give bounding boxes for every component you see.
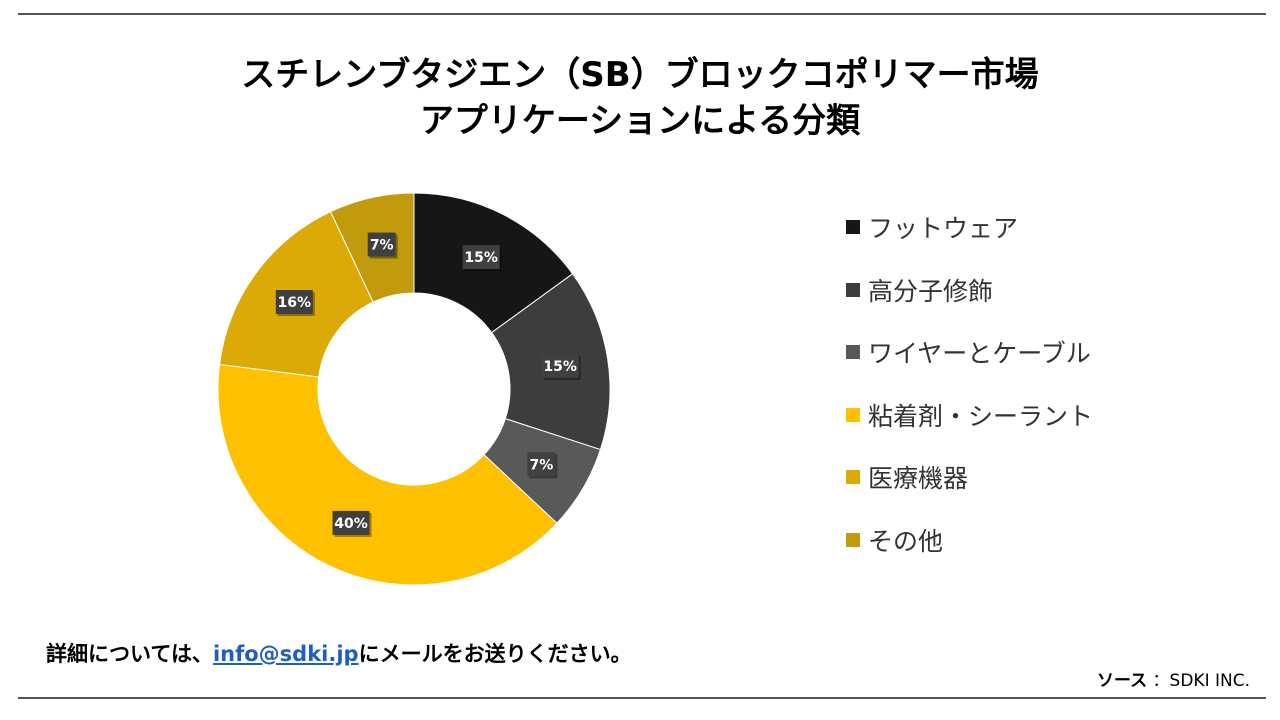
top-rule — [18, 13, 1266, 15]
contact-email-link[interactable]: info@sdki.jp — [212, 642, 359, 666]
title-line-1: スチレンブタジエン（SB）ブロックコポリマー市場 — [241, 55, 1039, 95]
contact-line: 詳細については、info@sdki.jpにメールをお送りください。 — [46, 638, 632, 668]
legend-label-5: 医療機器 — [868, 464, 969, 493]
title-line-2: アプリケーションによる分類 — [419, 101, 861, 141]
data-label-2: 15% — [541, 353, 581, 380]
contact-prefix: 詳細については、 — [46, 642, 213, 666]
data-label-text-2: 15% — [543, 359, 577, 375]
data-label-3: 7% — [527, 452, 558, 479]
donut-slice-4 — [217, 363, 558, 586]
data-label-4: 40% — [332, 510, 372, 537]
legend-label-1: フットウェア — [868, 214, 1019, 243]
data-label-text-6: 7% — [370, 238, 394, 254]
legend-label-4: 粘着剤・シーラント — [868, 401, 1094, 431]
legend-item-1: フットウェア — [846, 207, 1018, 247]
legend-swatch-1 — [846, 220, 860, 234]
data-label-text-1: 15% — [464, 250, 498, 266]
legend-item-3: ワイヤーとケーブル — [846, 332, 1091, 372]
legend-item-6: その他 — [846, 520, 943, 560]
data-label-text-3: 7% — [529, 457, 553, 473]
legend-swatch-5 — [846, 470, 860, 484]
legend-swatch-6 — [846, 532, 860, 547]
legend-swatch-2 — [846, 282, 860, 297]
source-line: ソース ：SDKI INC. — [1097, 666, 1250, 691]
legend-swatch-4 — [846, 407, 860, 422]
legend-item-4: 粘着剤・シーラント — [846, 395, 1093, 435]
legend-swatch-3 — [846, 345, 860, 359]
bottom-rule — [18, 697, 1266, 699]
chart-title: スチレンブタジエン（SB）ブロックコポリマー市場 アプリケーションによる分類 — [0, 52, 1280, 144]
legend-item-2: 高分子修飾 — [846, 270, 993, 310]
legend-item-5: 医療機器 — [846, 457, 968, 497]
legend-label-2: 高分子修飾 — [868, 276, 994, 306]
data-label-text-4: 40% — [334, 516, 368, 532]
data-label-1: 15% — [462, 245, 502, 272]
data-label-text-5: 16% — [278, 295, 312, 311]
data-label-6: 7% — [367, 232, 398, 259]
legend-label-3: ワイヤーとケーブル — [868, 339, 1091, 368]
source-value: ：SDKI INC. — [1152, 671, 1250, 691]
source-label: ソース — [1096, 671, 1148, 691]
data-label-5: 16% — [275, 290, 315, 317]
legend-label-6: その他 — [868, 526, 944, 556]
contact-suffix: にメールをお送りください。 — [358, 642, 632, 666]
